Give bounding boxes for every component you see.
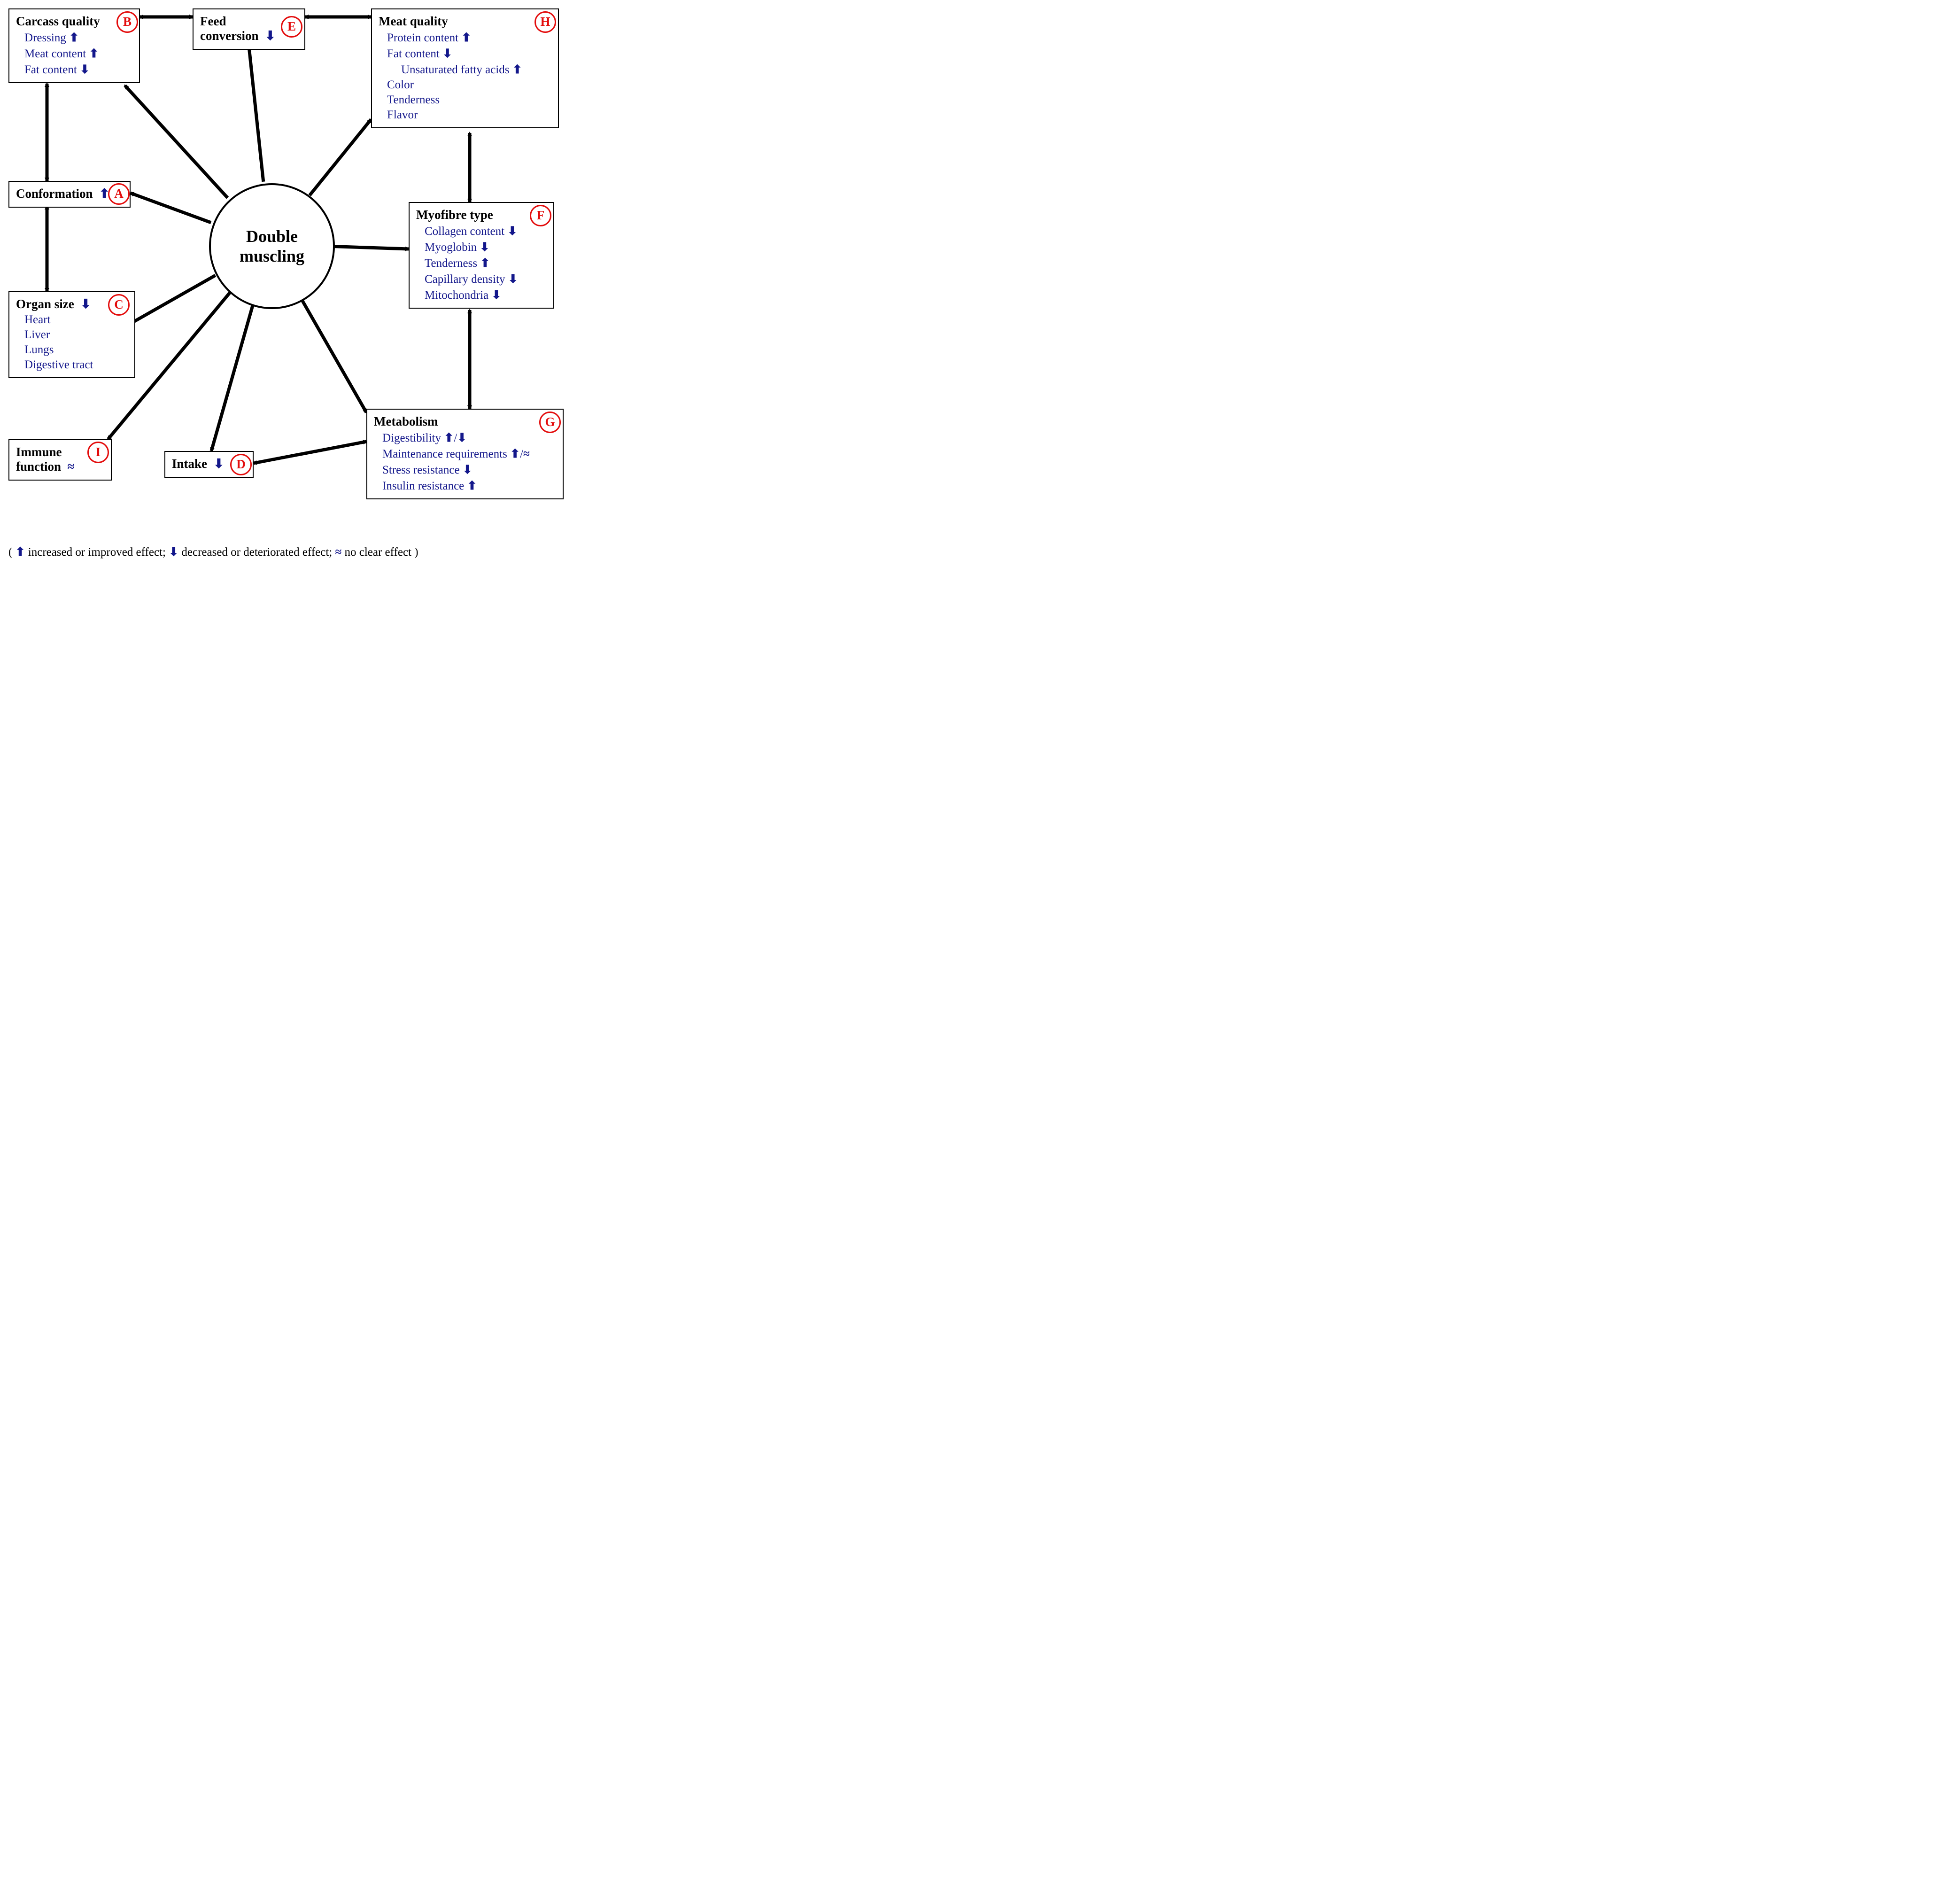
badge-C: C <box>108 294 130 316</box>
badge-F: F <box>530 205 551 226</box>
edge-center-H <box>310 119 371 195</box>
node-G: Metabolism Digestibility ⬆/⬇ Maintenance r… <box>366 409 564 499</box>
node-item: Protein content ⬆ <box>387 31 551 45</box>
node-item: Lungs <box>24 343 128 357</box>
edge-center-E <box>249 47 263 182</box>
node-item: Tenderness ⬆ <box>425 256 547 270</box>
node-title2: function ≈ <box>16 459 104 474</box>
node-item: Liver <box>24 328 128 342</box>
edge-center-D <box>211 305 253 451</box>
badge-D: D <box>230 454 252 475</box>
node-title: Myofibre type <box>416 208 547 222</box>
node-item: Meat content ⬆ <box>24 47 132 61</box>
edge-center-A <box>131 193 211 223</box>
node-item: Digestive tract <box>24 358 128 372</box>
node-item: Dressing ⬆ <box>24 31 132 45</box>
node-item: Collagen content ⬇ <box>425 224 547 238</box>
node-title: Metabolism <box>374 414 556 429</box>
legend: ( ⬆ increased or improved effect; ⬇ decr… <box>8 545 418 559</box>
edge-center-C <box>121 275 215 329</box>
edge-center-B <box>125 85 228 198</box>
badge-A: A <box>108 183 130 205</box>
edge-center-F <box>333 247 409 249</box>
badge-B: B <box>116 11 138 33</box>
node-item: Insulin resistance ⬆ <box>382 479 556 493</box>
center-node: Double muscling <box>209 183 335 309</box>
node-title: Meat quality <box>379 14 551 29</box>
node-item: Heart <box>24 313 128 326</box>
node-item: Stress resistance ⬇ <box>382 463 556 477</box>
badge-H: H <box>535 11 556 33</box>
node-item: Fat content ⬇ <box>24 62 132 77</box>
node-item: Myoglobin ⬇ <box>425 240 547 254</box>
center-line1: Double <box>246 227 298 246</box>
node-item: Color <box>387 78 551 92</box>
node-title: Conformation ⬆ <box>16 186 123 201</box>
node-item: Digestibility ⬆/⬇ <box>382 431 556 445</box>
badge-E: E <box>281 16 302 38</box>
node-item: Fat content ⬇ <box>387 47 551 61</box>
node-item: Capillary density ⬇ <box>425 272 547 286</box>
node-item: Maintenance requirements ⬆/≈ <box>382 447 556 461</box>
node-item: Flavor <box>387 109 551 122</box>
edge-double <box>254 442 366 463</box>
node-item: Mitochondria ⬇ <box>425 288 547 302</box>
badge-I: I <box>87 442 109 463</box>
node-item: Tenderness <box>387 93 551 107</box>
badge-G: G <box>539 412 561 433</box>
center-line2: muscling <box>240 247 304 265</box>
node-item: Unsaturated fatty acids ⬆ <box>401 62 551 77</box>
node-title: Carcass quality <box>16 14 132 29</box>
diagram-stage: Double muscling Conformation ⬆A Carcass q… <box>0 0 587 568</box>
edge-center-G <box>302 299 366 412</box>
node-H: Meat quality Protein content ⬆ Fat content… <box>371 8 559 128</box>
